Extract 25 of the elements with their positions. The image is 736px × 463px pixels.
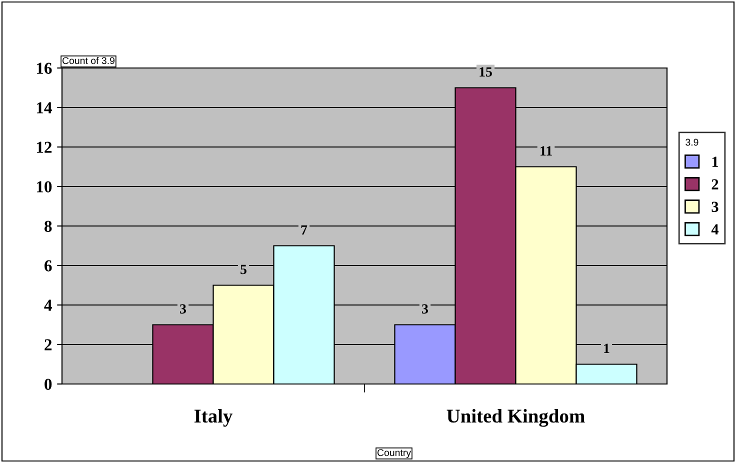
y-tick-label: 4 xyxy=(44,300,52,311)
y-tick-label: 2 xyxy=(44,339,52,350)
legend-title: 3.9 xyxy=(686,138,698,146)
legend-label: 3 xyxy=(712,202,718,212)
y-tick-label: 10 xyxy=(36,181,52,192)
y-axis-title: Count of 3.9 xyxy=(62,56,115,64)
y-tick-label: 0 xyxy=(44,378,52,390)
legend-label: 2 xyxy=(712,179,718,190)
y-tick-label: 12 xyxy=(36,142,52,153)
data-label: 3 xyxy=(422,304,428,314)
data-label: 7 xyxy=(301,225,308,234)
legend-label: 1 xyxy=(712,156,718,167)
y-tick-label: 14 xyxy=(36,102,52,114)
data-label: 1 xyxy=(604,344,610,353)
data-label: 15 xyxy=(480,67,492,77)
data-label: 5 xyxy=(240,264,246,274)
legend-label: 4 xyxy=(711,224,719,234)
x-tick-label: United Kingdom xyxy=(446,409,585,427)
x-axis-title: Country xyxy=(377,449,412,458)
x-tick-label: Italy xyxy=(194,409,233,427)
y-tick-label: 8 xyxy=(44,220,52,232)
data-label: 11 xyxy=(540,146,552,156)
data-label: 3 xyxy=(180,304,186,314)
y-tick-label: 16 xyxy=(36,62,52,74)
y-tick-label: 6 xyxy=(44,260,52,272)
